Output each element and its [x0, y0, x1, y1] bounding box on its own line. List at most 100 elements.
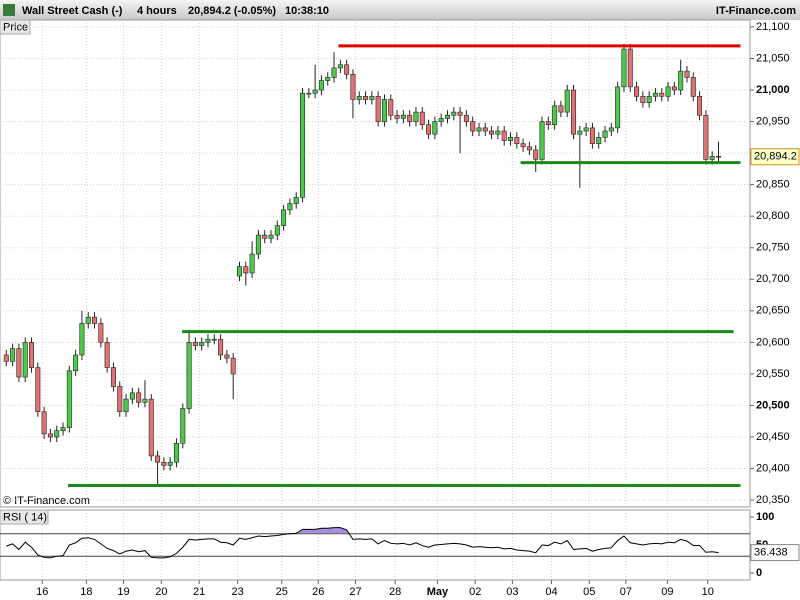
- y-tick-label: 20,750: [756, 242, 790, 254]
- candle-body: [596, 137, 602, 144]
- candle-body: [583, 127, 589, 132]
- candle-body: [129, 392, 135, 400]
- candle-body: [255, 234, 261, 255]
- candle-body: [318, 80, 324, 91]
- candle-body: [148, 398, 154, 457]
- candle-body: [123, 398, 129, 413]
- candle-body: [444, 114, 450, 119]
- candle-body: [186, 342, 192, 409]
- candle-body: [715, 155, 721, 158]
- candle-body: [552, 105, 558, 126]
- x-tick-label: 27: [349, 586, 361, 598]
- x-tick-label: May: [427, 586, 449, 598]
- candle-body: [85, 316, 91, 324]
- candle-body: [684, 70, 690, 78]
- candle-body: [73, 354, 79, 372]
- y-tick-label: 0: [756, 567, 762, 579]
- candle-body: [671, 86, 677, 91]
- candle-body: [262, 234, 268, 239]
- y-tick-label: 21,100: [756, 21, 790, 33]
- overbought-fill: [296, 527, 349, 534]
- candle-body: [646, 96, 652, 103]
- candle-body: [533, 149, 539, 160]
- candle-body: [640, 96, 646, 103]
- candle-body: [230, 357, 236, 375]
- candle-body: [634, 86, 640, 97]
- candle-body: [142, 398, 148, 403]
- candle-body: [60, 427, 66, 431]
- candle-body: [690, 77, 696, 97]
- candle-body: [577, 130, 583, 135]
- candle-body: [400, 114, 406, 119]
- candle-body: [344, 64, 350, 75]
- candle-body: [161, 461, 167, 466]
- candle-body: [79, 323, 85, 356]
- time: 10:38:10: [285, 5, 329, 17]
- y-tick-label: 20,400: [756, 462, 790, 474]
- candle-body: [470, 121, 476, 132]
- x-tick-label: 20: [155, 586, 167, 598]
- grid: 21,10021,05021,00020,95020,90020,85020,8…: [0, 20, 790, 598]
- interval: 4 hours: [137, 5, 177, 17]
- candle-body: [482, 127, 488, 132]
- candle-body: [10, 348, 16, 362]
- candle-body: [514, 137, 520, 144]
- candle-body: [104, 342, 110, 368]
- candle-body: [287, 203, 293, 211]
- y-tick-label: 20,350: [756, 494, 790, 506]
- candle-body: [136, 392, 142, 403]
- candle-body: [281, 209, 287, 226]
- candle-body: [526, 146, 532, 151]
- rsi-line: [6, 527, 719, 559]
- candle-body: [394, 114, 400, 119]
- candle-body: [211, 338, 217, 341]
- candle-body: [350, 73, 356, 100]
- y-tick-label: 20,650: [756, 305, 790, 317]
- y-tick-label: 20,600: [756, 336, 790, 348]
- candle-body: [665, 86, 671, 97]
- candle-body: [167, 461, 173, 466]
- candle-body: [539, 121, 545, 160]
- x-tick-label: 05: [583, 586, 595, 598]
- candle-body: [615, 86, 621, 129]
- x-tick-label: 09: [661, 586, 673, 598]
- candle-body: [558, 105, 564, 113]
- candle-body: [659, 92, 665, 97]
- x-tick-label: 07: [620, 586, 632, 598]
- candle-body: [173, 442, 179, 463]
- candle-body: [243, 266, 249, 274]
- candle-body: [419, 111, 425, 126]
- candle-body: [35, 367, 41, 413]
- y-tick-label: 20,850: [756, 179, 790, 191]
- candle-body: [375, 96, 381, 122]
- x-tick-label: 23: [231, 586, 243, 598]
- rsi-label-box: [0, 509, 49, 525]
- candle-body: [300, 92, 306, 198]
- candle-body: [192, 342, 198, 346]
- candle-body: [426, 124, 432, 135]
- candle-body: [224, 354, 230, 359]
- y-tick-label: 20,500: [756, 399, 790, 411]
- candle-body: [331, 67, 337, 78]
- copyright: © IT-Finance.com: [3, 495, 90, 507]
- quote: 20,894.2 (-0.05%): [188, 5, 276, 17]
- candle-body: [218, 338, 224, 356]
- candle-body: [306, 92, 312, 95]
- candle-body: [589, 127, 595, 144]
- candle-body: [407, 114, 413, 122]
- candle-body: [337, 64, 343, 69]
- candle-body: [438, 118, 444, 122]
- x-tick-label: 28: [389, 586, 401, 598]
- candle-body: [98, 323, 104, 343]
- candle-body: [463, 114, 469, 122]
- candle-body: [274, 225, 280, 236]
- brand: IT-Finance.com: [716, 5, 796, 17]
- candle-body: [388, 99, 394, 116]
- candle-body: [508, 137, 514, 141]
- candle-body: [451, 111, 457, 116]
- candle-body: [608, 127, 614, 132]
- candle-body: [16, 348, 22, 378]
- candle-body: [110, 367, 116, 387]
- candle-body: [495, 130, 501, 135]
